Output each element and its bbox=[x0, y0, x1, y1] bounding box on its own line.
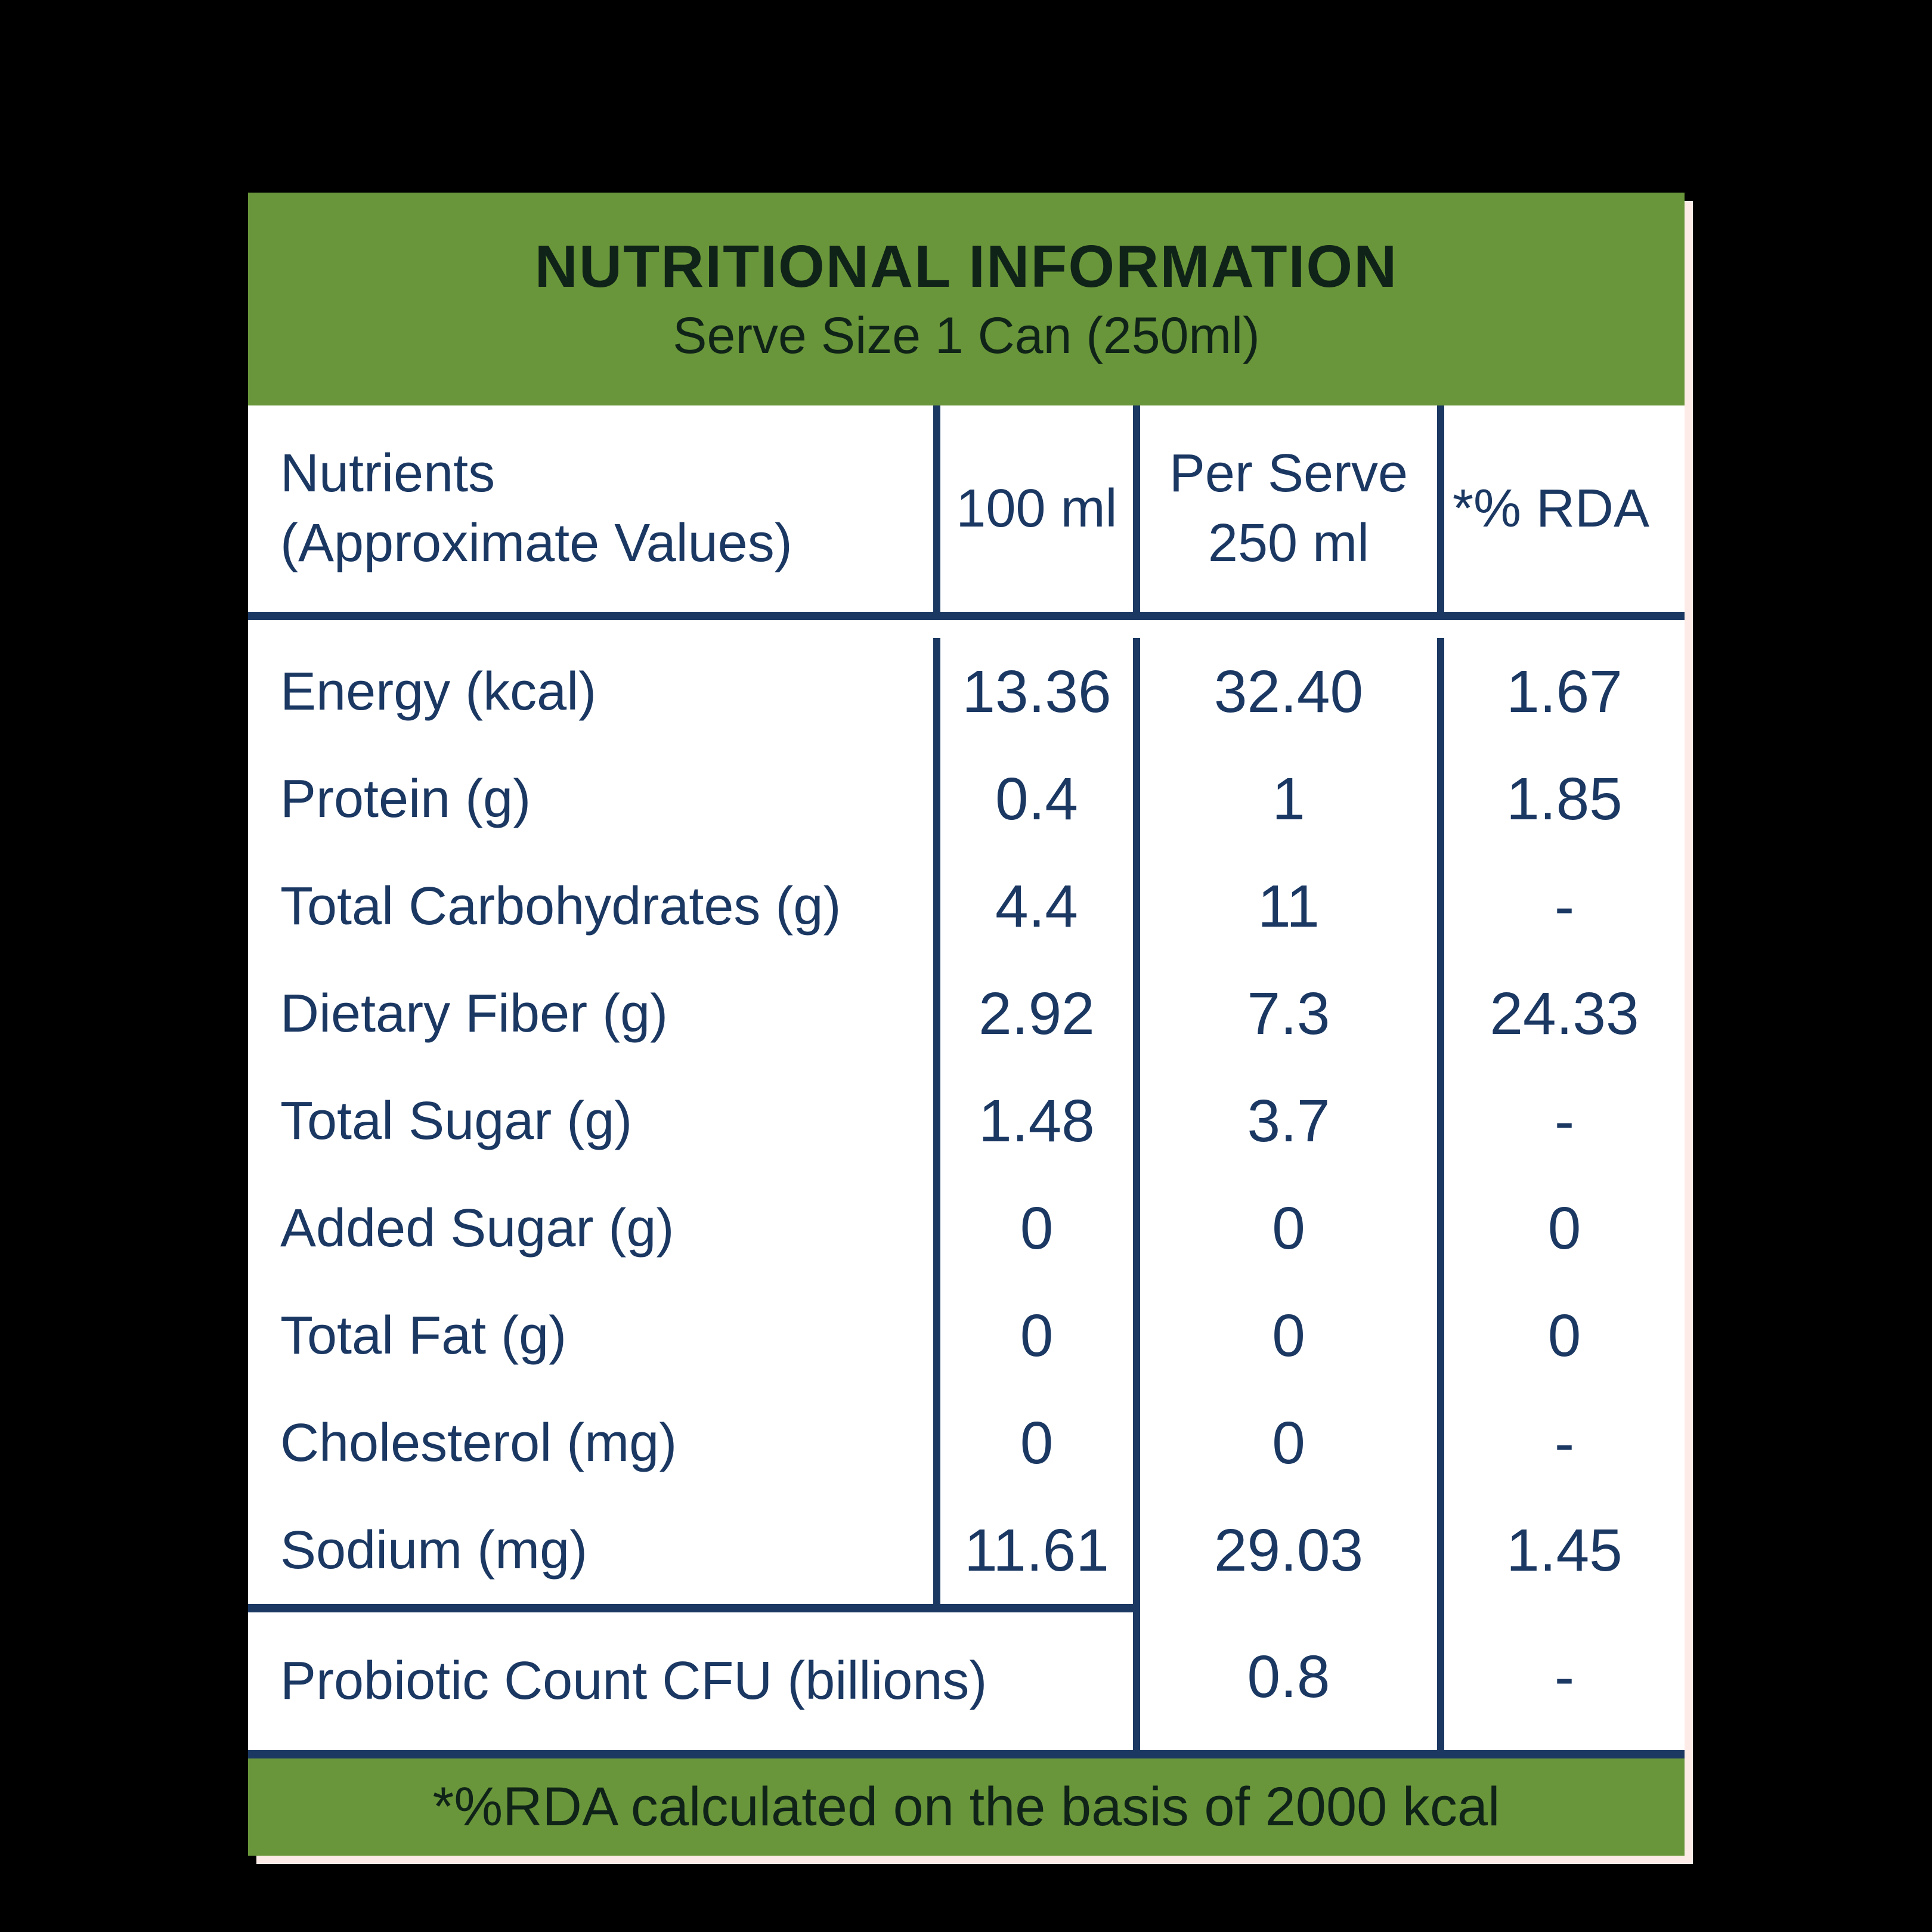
nutrient-label: Protein (g) bbox=[280, 769, 531, 829]
nutrient-label: Added Sugar (g) bbox=[280, 1198, 674, 1258]
table-row: Sodium (mg) 11.61 29.03 1.45 bbox=[248, 1497, 1685, 1604]
value-100ml: 0 bbox=[933, 1175, 1133, 1282]
probiotic-label: Probiotic Count CFU (billions) bbox=[248, 1604, 1133, 1750]
serve-size-subtitle: Serve Size 1 Can (250ml) bbox=[673, 307, 1260, 365]
probiotic-per-serve: 0.8 bbox=[1133, 1604, 1437, 1750]
table-row: Total Carbohydrates (g) 4.4 11 - bbox=[248, 853, 1685, 960]
value-rda: 1.85 bbox=[1437, 745, 1685, 853]
nutrient-label: Cholesterol (mg) bbox=[280, 1413, 677, 1473]
value-rda: 1.67 bbox=[1437, 638, 1685, 745]
nutrients-header-text: Nutrients (Approximate Values) bbox=[280, 444, 792, 573]
value-per-serve: 11 bbox=[1133, 853, 1437, 960]
page-title: NUTRITIONAL INFORMATION bbox=[534, 233, 1398, 301]
table-row: Protein (g) 0.4 1 1.85 bbox=[248, 745, 1685, 853]
value-per-serve: 29.03 bbox=[1133, 1497, 1437, 1604]
table-row: Cholesterol (mg) 0 0 - bbox=[248, 1389, 1685, 1497]
nutrient-label: Sodium (mg) bbox=[280, 1520, 588, 1580]
value-100ml: 0 bbox=[933, 1389, 1133, 1497]
value-per-serve: 1 bbox=[1133, 745, 1437, 853]
nutrient-label: Total Carbohydrates (g) bbox=[280, 876, 841, 936]
column-header-per-serve: Per Serve 250 ml bbox=[1133, 405, 1437, 612]
value-rda: - bbox=[1437, 1389, 1685, 1497]
table-row: Total Fat (g) 0 0 0 bbox=[248, 1282, 1685, 1389]
rda-footnote: *%RDA calculated on the basis of 2000 kc… bbox=[432, 1776, 1500, 1837]
table-row: Energy (kcal) 13.36 32.40 1.67 bbox=[248, 638, 1685, 745]
value-per-serve: 32.40 bbox=[1133, 638, 1437, 745]
value-per-serve: 0 bbox=[1133, 1389, 1437, 1497]
column-header-row: Nutrients (Approximate Values) 100 ml Pe… bbox=[248, 405, 1685, 620]
value-rda: 0 bbox=[1437, 1282, 1685, 1389]
header-banner: NUTRITIONAL INFORMATION Serve Size 1 Can… bbox=[248, 193, 1685, 405]
table-row: Total Sugar (g) 1.48 3.7 - bbox=[248, 1067, 1685, 1175]
value-100ml: 2.92 bbox=[933, 960, 1133, 1067]
nutrition-label-card: NUTRITIONAL INFORMATION Serve Size 1 Can… bbox=[248, 193, 1685, 1856]
table-row: Dietary Fiber (g) 2.92 7.3 24.33 bbox=[248, 960, 1685, 1067]
value-rda: 1.45 bbox=[1437, 1497, 1685, 1604]
value-rda: - bbox=[1437, 1067, 1685, 1175]
probiotic-row: Probiotic Count CFU (billions) 0.8 - bbox=[248, 1604, 1685, 1750]
table-row: Added Sugar (g) 0 0 0 bbox=[248, 1175, 1685, 1282]
value-100ml: 0.4 bbox=[933, 745, 1133, 853]
value-rda: 24.33 bbox=[1437, 960, 1685, 1067]
value-100ml: 0 bbox=[933, 1282, 1133, 1389]
value-100ml: 1.48 bbox=[933, 1067, 1133, 1175]
value-rda: - bbox=[1437, 853, 1685, 960]
value-per-serve: 0 bbox=[1133, 1175, 1437, 1282]
column-header-100ml: 100 ml bbox=[933, 405, 1133, 612]
value-rda: 0 bbox=[1437, 1175, 1685, 1282]
value-per-serve: 3.7 bbox=[1133, 1067, 1437, 1175]
value-100ml: 13.36 bbox=[933, 638, 1133, 745]
value-per-serve: 7.3 bbox=[1133, 960, 1437, 1067]
value-100ml: 4.4 bbox=[933, 853, 1133, 960]
value-per-serve: 0 bbox=[1133, 1282, 1437, 1389]
per-serve-header-text: Per Serve 250 ml bbox=[1169, 444, 1408, 573]
nutrient-label: Total Fat (g) bbox=[280, 1305, 567, 1366]
value-100ml: 11.61 bbox=[933, 1497, 1133, 1604]
nutrient-label: Total Sugar (g) bbox=[280, 1091, 633, 1151]
probiotic-rda: - bbox=[1437, 1604, 1685, 1750]
column-header-rda: *% RDA bbox=[1437, 405, 1685, 612]
footer-banner: *%RDA calculated on the basis of 2000 kc… bbox=[248, 1750, 1685, 1856]
table-body: Energy (kcal) 13.36 32.40 1.67 Protein (… bbox=[248, 620, 1685, 1604]
nutrient-label: Dietary Fiber (g) bbox=[280, 983, 668, 1044]
column-header-nutrients: Nutrients (Approximate Values) bbox=[248, 405, 933, 612]
nutrient-label: Energy (kcal) bbox=[280, 661, 597, 722]
